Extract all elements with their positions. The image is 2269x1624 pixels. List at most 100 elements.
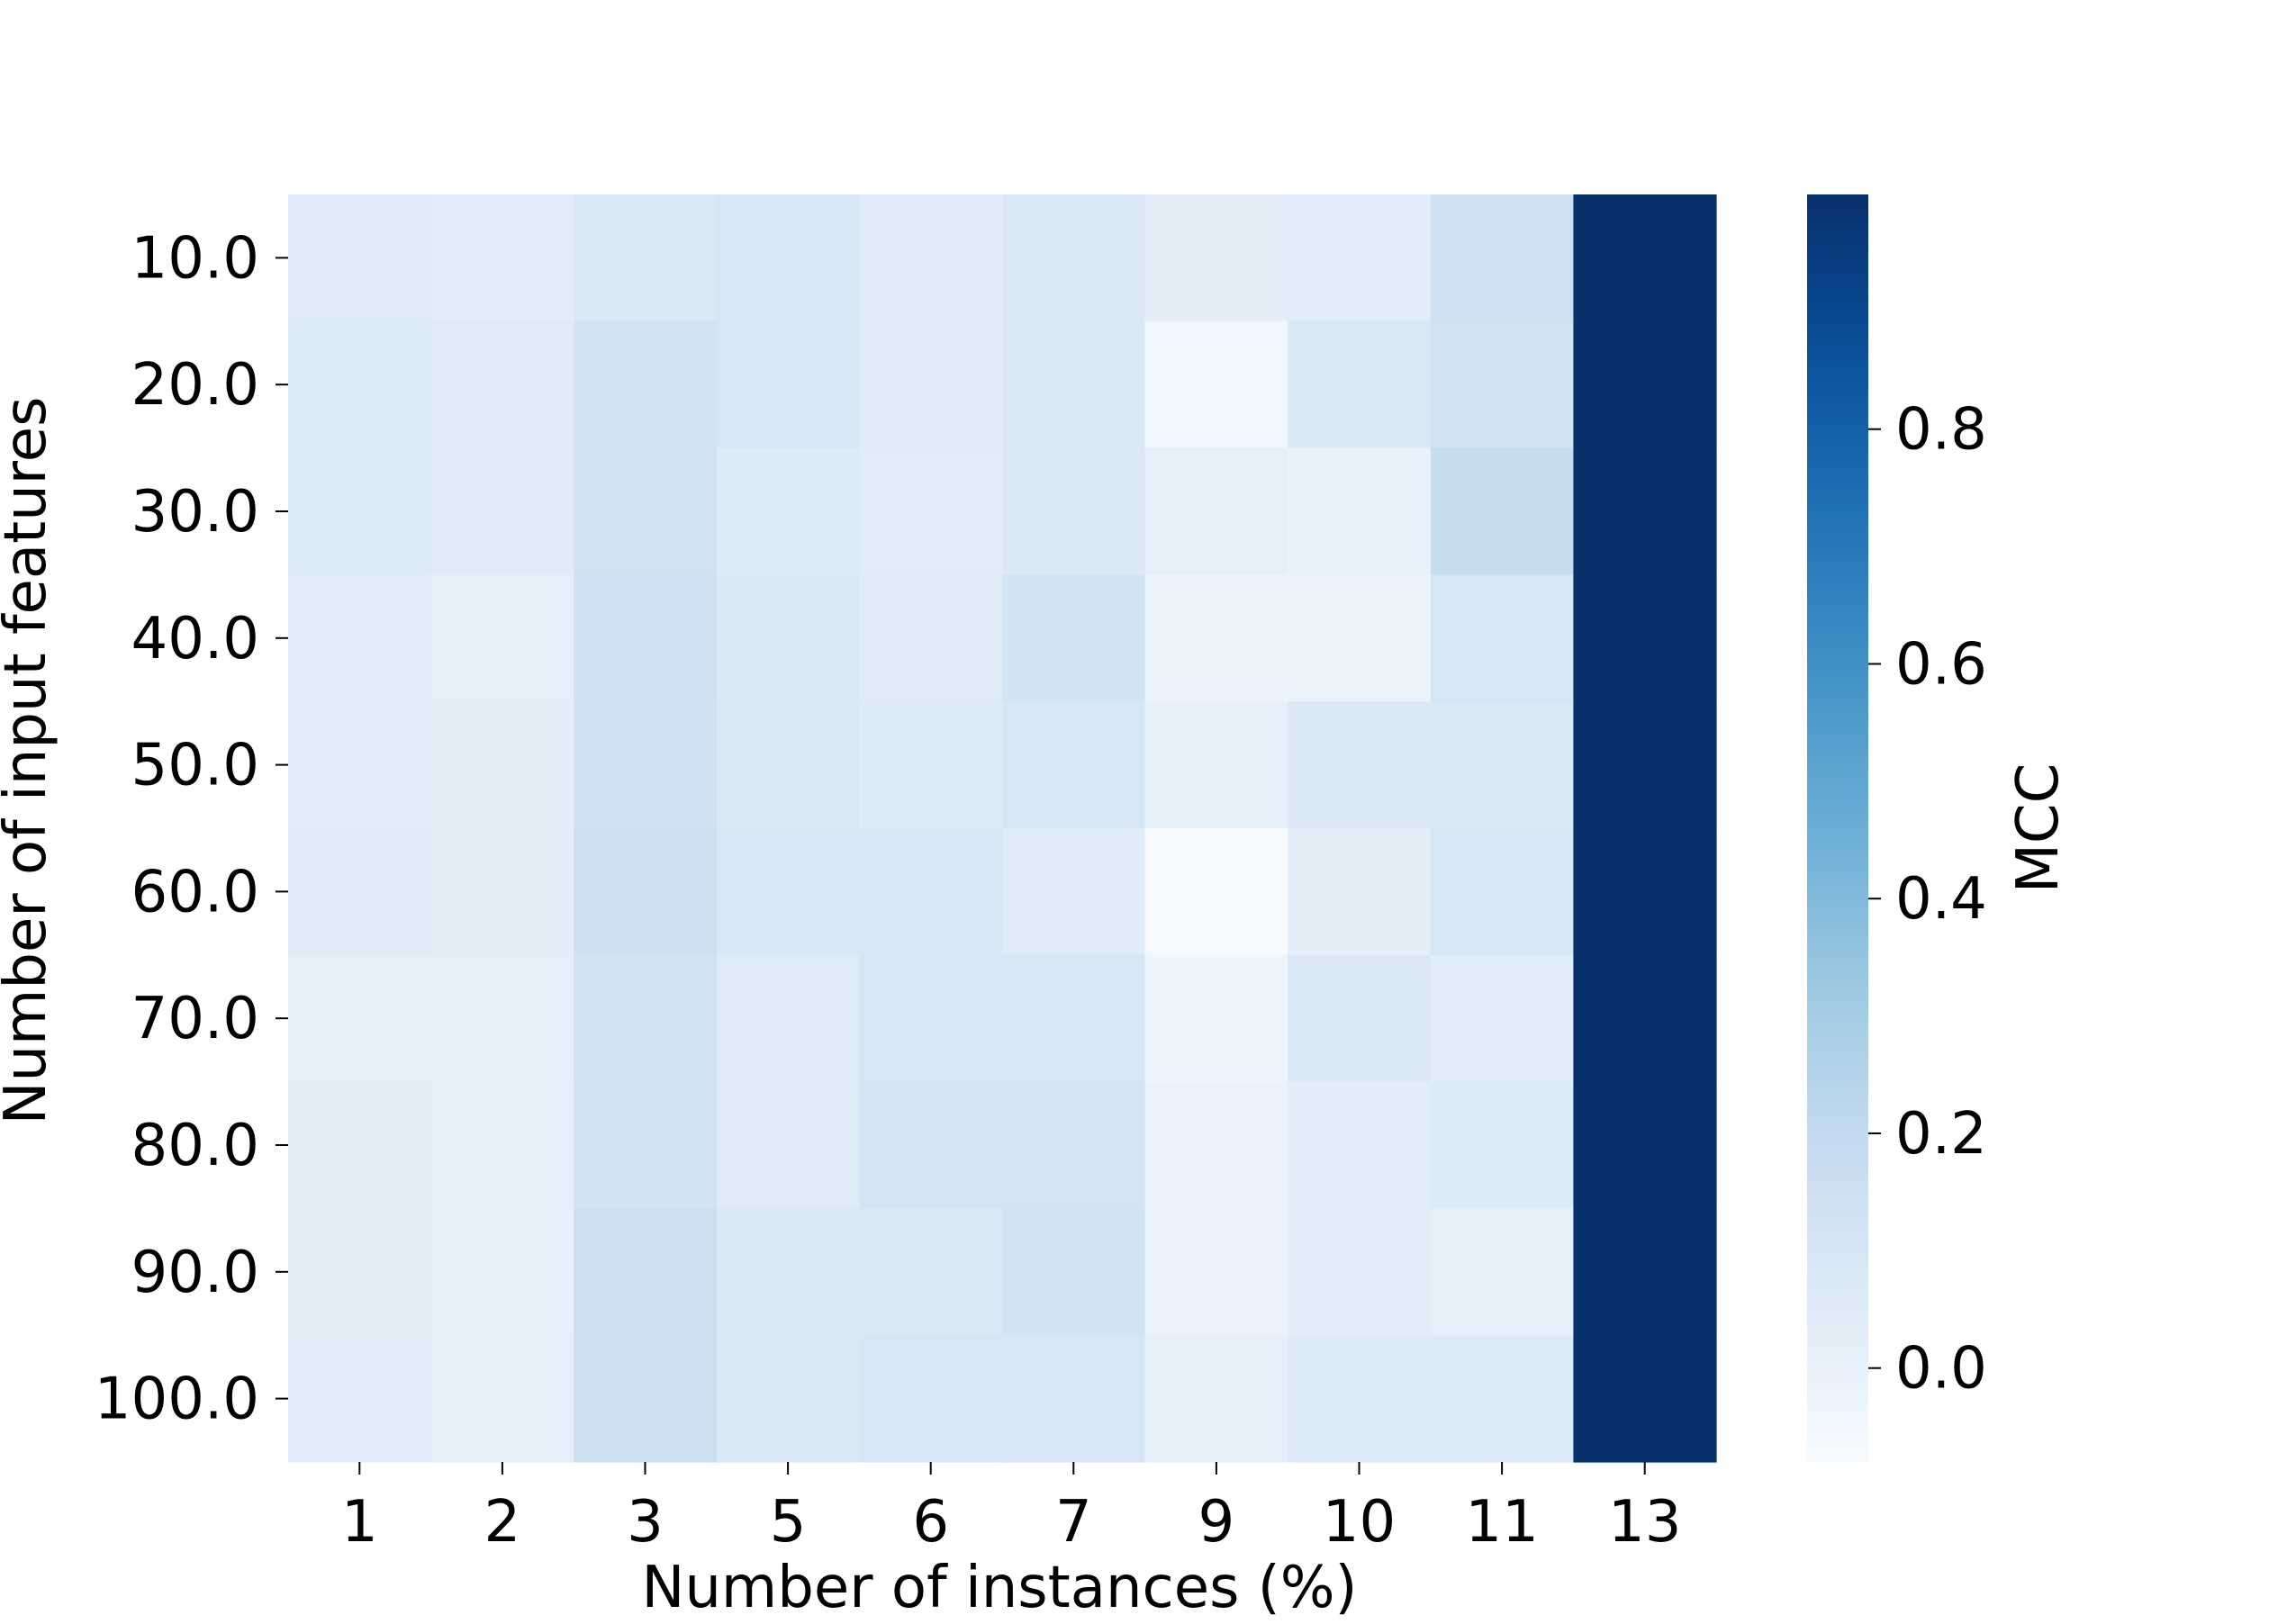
- heatmap-cell: [859, 1335, 1003, 1463]
- heatmap-cell: [574, 320, 718, 449]
- heatmap-cell: [288, 320, 432, 449]
- heatmap-cell: [288, 1208, 432, 1336]
- heatmap-cell: [1430, 447, 1574, 575]
- heatmap-cell: [288, 701, 432, 829]
- x-tick-label: 10: [1323, 1489, 1396, 1556]
- heatmap-cell: [1144, 1335, 1288, 1463]
- heatmap-cell: [288, 954, 432, 1083]
- heatmap-cell: [1430, 954, 1574, 1083]
- heatmap-cell: [574, 1208, 718, 1336]
- heatmap-cell: [1002, 1081, 1146, 1209]
- heatmap-cell: [430, 1081, 574, 1209]
- heatmap-cell: [1288, 574, 1432, 702]
- y-tick-label: 80.0: [131, 1113, 260, 1179]
- heatmap-cell: [859, 447, 1003, 575]
- heatmap-cell: [1430, 701, 1574, 829]
- colorbar-ticks: 0.0 0.2 0.4 0.6 0.8: [1868, 397, 1987, 1403]
- heatmap-cell: [574, 447, 718, 575]
- heatmap-cell: [430, 320, 574, 449]
- heatmap-cell: [1573, 701, 1717, 829]
- heatmap-cell: [716, 320, 860, 449]
- y-tick-label: 50.0: [131, 733, 260, 799]
- y-tick-label: 20.0: [131, 352, 260, 419]
- y-tick-label: 90.0: [131, 1240, 260, 1306]
- heatmap-cell: [1573, 447, 1717, 575]
- y-tick-label: 60.0: [131, 859, 260, 925]
- heatmap-cell: [430, 1335, 574, 1463]
- heatmap-cell: [1288, 320, 1432, 449]
- y-tick-label: 70.0: [131, 986, 260, 1052]
- heatmap-cell: [1430, 828, 1574, 956]
- heatmap-cell: [859, 954, 1003, 1083]
- heatmap-cell: [859, 194, 1003, 322]
- x-tick-label: 6: [912, 1489, 949, 1556]
- heatmap-cell: [430, 701, 574, 829]
- x-tick-label: 13: [1608, 1489, 1681, 1556]
- heatmap-cell: [859, 1208, 1003, 1336]
- heatmap-cell: [716, 1335, 860, 1463]
- y-axis-label: Number of input features: [0, 397, 59, 1125]
- heatmap-cell: [288, 1081, 432, 1209]
- heatmap-cell: [288, 574, 432, 702]
- heatmap-cell: [1144, 447, 1288, 575]
- heatmap-cell: [574, 701, 718, 829]
- heatmap-cell: [1288, 828, 1432, 956]
- heatmap-cell: [1430, 320, 1574, 449]
- heatmap-cell: [430, 574, 574, 702]
- colorbar: 0.0 0.2 0.4 0.6 0.8 MCC: [1807, 194, 2072, 1462]
- heatmap-cell: [859, 1081, 1003, 1209]
- heatmap-cell: [1144, 194, 1288, 322]
- heatmap-cell: [716, 447, 860, 575]
- y-tick-label: 10.0: [131, 225, 260, 292]
- heatmap-cell: [1144, 574, 1288, 702]
- colorbar-label: MCC: [2005, 763, 2072, 894]
- heatmap-cell: [716, 954, 860, 1083]
- heatmap-cell: [430, 828, 574, 956]
- colorbar-tick-label: 0.8: [1895, 397, 1987, 464]
- x-tick-label: 3: [627, 1489, 664, 1556]
- heatmap-cell: [1002, 447, 1146, 575]
- heatmap-cell: [1288, 1081, 1432, 1209]
- x-tick-label: 1: [341, 1489, 378, 1556]
- x-tick-label: 11: [1465, 1489, 1538, 1556]
- heatmap-cell: [716, 1208, 860, 1336]
- y-tick-label: 30.0: [131, 479, 260, 546]
- colorbar-tick-label: 0.0: [1895, 1336, 1987, 1403]
- heatmap-cell: [1144, 954, 1288, 1083]
- heatmap-cell: [1002, 828, 1146, 956]
- heatmap-cell: [716, 701, 860, 829]
- heatmap-cell: [288, 828, 432, 956]
- heatmap-cell: [430, 954, 574, 1083]
- heatmap-cell: [1288, 701, 1432, 829]
- heatmap-cell: [1002, 194, 1146, 322]
- x-axis-label: Number of instances (%): [641, 1555, 1357, 1620]
- heatmap-cell: [859, 574, 1003, 702]
- heatmap-cell: [1288, 1208, 1432, 1336]
- heatmap-cell: [430, 447, 574, 575]
- heatmap-cell: [1430, 1081, 1574, 1209]
- heatmap-cell: [1430, 1335, 1574, 1463]
- y-tick-label: 100.0: [95, 1367, 259, 1433]
- heatmap-cell: [1573, 574, 1717, 702]
- heatmap-cell: [1430, 194, 1574, 322]
- heatmap-cell: [1144, 701, 1288, 829]
- heatmap-cell: [1573, 320, 1717, 449]
- heatmap-cell: [288, 194, 432, 322]
- heatmap-cell: [1002, 1208, 1146, 1336]
- heatmap-cell: [288, 1335, 432, 1463]
- heatmap-cell: [1144, 1208, 1288, 1336]
- heatmap-cell: [574, 1335, 718, 1463]
- colorbar-tick-label: 0.2: [1895, 1101, 1987, 1168]
- heatmap-cell: [1002, 574, 1146, 702]
- heatmap-cell: [430, 1208, 574, 1336]
- heatmap-cell: [574, 954, 718, 1083]
- heatmap-cell: [716, 1081, 860, 1209]
- heatmap-cell: [574, 828, 718, 956]
- heatmap-cell: [1002, 1335, 1146, 1463]
- heatmap-cell: [1573, 1335, 1717, 1463]
- heatmap-cell: [1002, 701, 1146, 829]
- y-axis-ticks: 10.0 20.0 30.0 40.0 50.0 60.0 70.0 80.0 90.0 100.…: [95, 225, 288, 1433]
- heatmap-cell: [574, 1081, 718, 1209]
- heatmap-cell: [1144, 828, 1288, 956]
